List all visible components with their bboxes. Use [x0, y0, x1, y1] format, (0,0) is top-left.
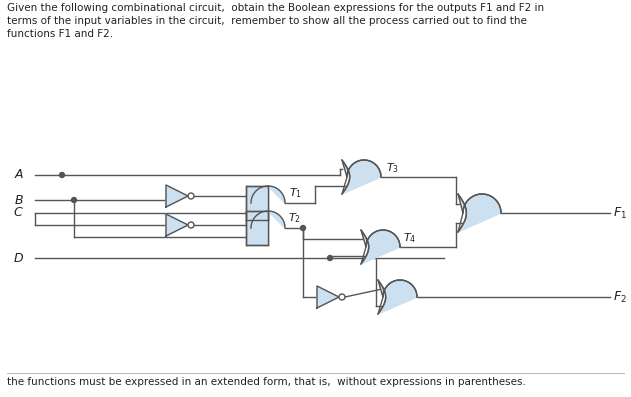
Bar [246, 211, 268, 245]
Polygon shape [361, 230, 400, 264]
Text: $T_4$: $T_4$ [403, 231, 416, 245]
Text: $\mathit{B}$: $\mathit{B}$ [14, 193, 24, 206]
Polygon shape [166, 185, 188, 207]
Polygon shape [251, 211, 285, 245]
Text: $\mathit{D}$: $\mathit{D}$ [13, 252, 24, 264]
Bar [246, 186, 268, 220]
Circle shape [71, 197, 76, 202]
Text: the functions must be expressed in an extended form, that is,  without expressio: the functions must be expressed in an ex… [7, 377, 526, 387]
Text: $\mathit{F_2}$: $\mathit{F_2}$ [613, 289, 627, 304]
Text: $T_1$: $T_1$ [289, 186, 302, 200]
Circle shape [327, 256, 333, 260]
Text: $T_2$: $T_2$ [288, 211, 301, 225]
Text: Given the following combinational circuit,  obtain the Boolean expressions for t: Given the following combinational circui… [7, 3, 544, 39]
Polygon shape [342, 160, 381, 194]
Circle shape [339, 294, 345, 300]
Polygon shape [166, 214, 188, 236]
Circle shape [300, 225, 305, 231]
Circle shape [188, 193, 194, 199]
Circle shape [59, 173, 64, 177]
Circle shape [188, 222, 194, 228]
Polygon shape [251, 186, 285, 220]
Polygon shape [378, 280, 417, 314]
Polygon shape [458, 194, 501, 232]
Text: $T_3$: $T_3$ [386, 161, 399, 175]
Text: $\mathit{A}$: $\mathit{A}$ [14, 168, 24, 181]
Polygon shape [317, 286, 339, 308]
Text: $\mathit{C}$: $\mathit{C}$ [13, 206, 24, 220]
Text: $\mathit{F_1}$: $\mathit{F_1}$ [613, 206, 627, 221]
